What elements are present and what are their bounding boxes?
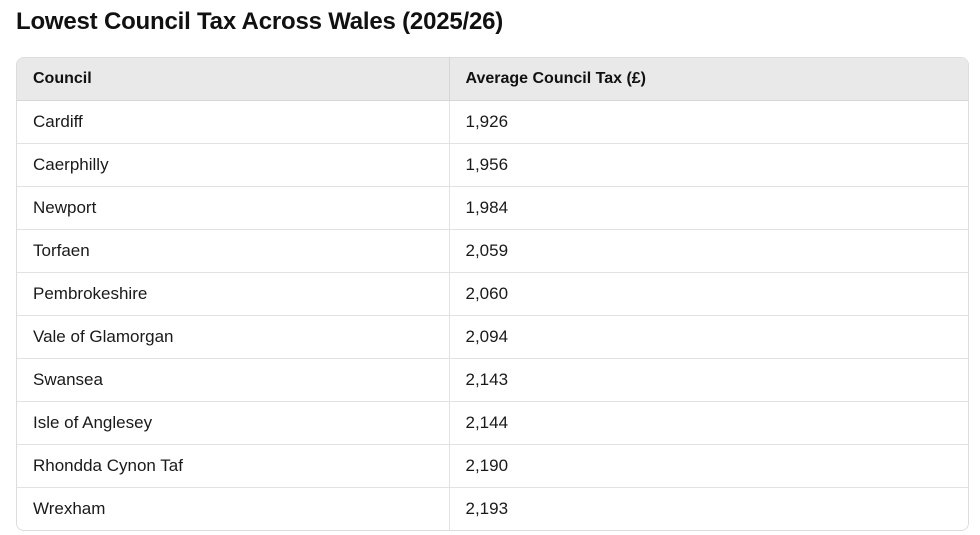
tax-value-cell: 2,193 (448, 487, 968, 530)
council-cell: Swansea (17, 358, 449, 402)
tax-value-cell: 2,190 (448, 444, 968, 488)
council-cell: Torfaen (17, 229, 449, 273)
tax-value-cell: 1,926 (448, 100, 968, 144)
column-header-average-council-tax: Average Council Tax (£) (448, 58, 968, 101)
tax-value-cell: 2,143 (448, 358, 968, 402)
table-header: Council Average Council Tax (£) (17, 58, 968, 101)
table-body: Cardiff 1,926 Caerphilly 1,956 Newport 1… (17, 100, 968, 530)
tax-value-cell: 2,060 (448, 272, 968, 316)
tax-value-cell: 2,059 (448, 229, 968, 273)
column-header-council: Council (17, 58, 449, 101)
council-cell: Vale of Glamorgan (17, 315, 449, 359)
table-row: Vale of Glamorgan 2,094 (17, 315, 968, 359)
page-title: Lowest Council Tax Across Wales (2025/26… (16, 8, 504, 35)
tax-value-cell: 2,094 (448, 315, 968, 359)
council-cell: Caerphilly (17, 143, 449, 187)
council-cell: Pembrokeshire (17, 272, 449, 316)
tax-value-cell: 2,144 (448, 401, 968, 445)
tax-value-cell: 1,956 (448, 143, 968, 187)
council-cell: Newport (17, 186, 449, 230)
tax-value-cell: 1,984 (448, 186, 968, 230)
table-row: Wrexham 2,193 (17, 487, 968, 530)
council-cell: Isle of Anglesey (17, 401, 449, 445)
table-row: Isle of Anglesey 2,144 (17, 401, 968, 445)
council-cell: Rhondda Cynon Taf (17, 444, 449, 488)
table-row: Cardiff 1,926 (17, 100, 968, 144)
table-row: Caerphilly 1,956 (17, 143, 968, 187)
council-cell: Cardiff (17, 100, 449, 144)
table-row: Swansea 2,143 (17, 358, 968, 402)
table-row: Newport 1,984 (17, 186, 968, 230)
council-tax-table: Council Average Council Tax (£) Cardiff … (17, 58, 968, 530)
table-header-row: Council Average Council Tax (£) (17, 58, 968, 101)
table-row: Rhondda Cynon Taf 2,190 (17, 444, 968, 488)
table-row: Torfaen 2,059 (17, 229, 968, 273)
council-cell: Wrexham (17, 487, 449, 530)
table-row: Pembrokeshire 2,060 (17, 272, 968, 316)
council-tax-table-container: Council Average Council Tax (£) Cardiff … (16, 57, 969, 531)
